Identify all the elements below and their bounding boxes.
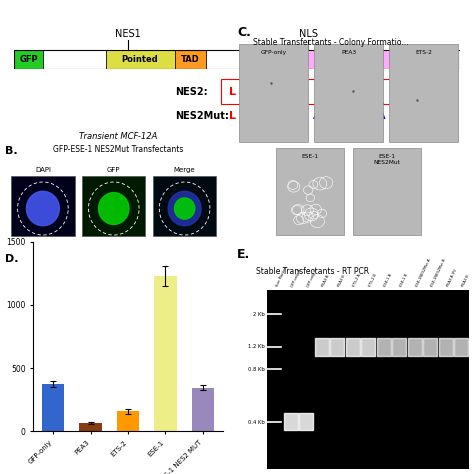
Bar — [390, 44, 458, 142]
Text: GFP-only A: GFP-only A — [291, 268, 302, 288]
Text: GFP-only B: GFP-only B — [306, 268, 318, 288]
Text: R: R — [335, 87, 343, 97]
Bar — [43, 50, 106, 69]
Text: ETS-2 B: ETS-2 B — [368, 273, 378, 288]
Polygon shape — [27, 191, 59, 226]
Text: DAPI: DAPI — [35, 167, 51, 173]
Text: GFP: GFP — [19, 55, 38, 64]
Text: 0.8 Kb: 0.8 Kb — [248, 367, 265, 372]
Bar — [174, 50, 206, 69]
Text: PEA3 A (R): PEA3 A (R) — [446, 269, 458, 288]
Bar — [246, 50, 282, 69]
Text: E: E — [271, 87, 279, 97]
Bar — [282, 50, 304, 69]
Bar — [11, 176, 74, 237]
Bar — [14, 50, 43, 69]
Bar — [117, 411, 139, 431]
Bar — [276, 148, 344, 235]
Text: PEA3 B: PEA3 B — [462, 274, 471, 288]
Text: A: A — [377, 111, 386, 121]
Text: PEA3: PEA3 — [341, 50, 356, 55]
Text: D.: D. — [5, 254, 18, 264]
Text: L: L — [400, 87, 406, 97]
Text: ESE-1NES2Mut A: ESE-1NES2Mut A — [415, 258, 431, 288]
Text: PEA3 B: PEA3 B — [337, 274, 346, 288]
Text: I: I — [316, 87, 319, 97]
Text: Stable Transfectants - Colony Formatio...: Stable Transfectants - Colony Formatio..… — [253, 37, 409, 46]
Text: E.: E. — [237, 248, 250, 261]
Bar — [314, 44, 383, 142]
Text: L: L — [229, 87, 236, 97]
Text: L: L — [229, 111, 236, 121]
Text: NLS: NLS — [299, 28, 318, 38]
Text: 1.2 Kb: 1.2 Kb — [248, 345, 265, 349]
Text: ESE-1NES2Mut B: ESE-1NES2Mut B — [430, 258, 447, 288]
Bar — [14, 50, 460, 69]
Bar — [397, 50, 460, 69]
Text: D: D — [356, 111, 365, 121]
Text: GFP: GFP — [107, 167, 120, 173]
Text: Pointed: Pointed — [122, 55, 158, 64]
Bar — [82, 176, 146, 237]
Bar — [154, 276, 177, 431]
Bar — [153, 176, 216, 237]
Text: R: R — [335, 111, 343, 121]
Bar — [304, 50, 397, 69]
Polygon shape — [168, 191, 201, 226]
Text: ETS: ETS — [342, 55, 359, 64]
Text: Transient MCF-12A: Transient MCF-12A — [79, 132, 158, 141]
Text: A/T: A/T — [285, 55, 301, 64]
Text: TAD: TAD — [181, 55, 200, 64]
Text: 0.4 Kb: 0.4 Kb — [248, 420, 265, 425]
Text: I: I — [380, 87, 383, 97]
Text: I: I — [422, 87, 426, 97]
Text: SAR: SAR — [254, 55, 273, 64]
Bar — [239, 44, 308, 142]
Text: ETS-2: ETS-2 — [415, 50, 432, 55]
Text: D: D — [356, 87, 365, 97]
Text: C.: C. — [237, 26, 251, 39]
Bar — [42, 384, 64, 431]
Text: A: A — [313, 111, 322, 121]
Text: GFP-ESE-1 NES2Mut Transfectants: GFP-ESE-1 NES2Mut Transfectants — [53, 145, 184, 154]
Text: F: F — [292, 111, 300, 121]
Text: 2 Kb: 2 Kb — [253, 312, 265, 317]
Text: ETS-2 A: ETS-2 A — [353, 273, 362, 288]
Bar — [353, 148, 421, 235]
Bar — [267, 290, 469, 469]
Text: NES1: NES1 — [115, 28, 141, 38]
Bar — [206, 50, 246, 69]
Text: F: F — [292, 87, 300, 97]
Text: W: W — [247, 87, 260, 97]
Text: NES2:: NES2: — [175, 87, 208, 97]
Bar — [106, 50, 174, 69]
Text: NES2Mut:: NES2Mut: — [175, 111, 229, 121]
Text: W: W — [247, 111, 260, 121]
Text: B.: B. — [5, 146, 18, 156]
Text: L: L — [400, 111, 406, 121]
Text: I: I — [422, 111, 426, 121]
Text: Size Marker: Size Marker — [275, 267, 288, 288]
Text: ESE-1 A: ESE-1 A — [384, 273, 393, 288]
Text: GFP-only: GFP-only — [260, 50, 286, 55]
Text: ESE-1 B: ESE-1 B — [399, 273, 409, 288]
Bar — [191, 388, 214, 431]
Polygon shape — [174, 198, 195, 219]
Bar — [79, 423, 102, 431]
Text: ESE-1
NES2Mut: ESE-1 NES2Mut — [374, 154, 401, 164]
Text: Stable Transfectants - RT PCR: Stable Transfectants - RT PCR — [255, 267, 369, 276]
Text: ESE-1: ESE-1 — [301, 154, 319, 159]
Text: Merge: Merge — [174, 167, 195, 173]
Text: E: E — [271, 111, 279, 121]
Polygon shape — [99, 192, 129, 224]
Text: PEA3 A: PEA3 A — [321, 274, 330, 288]
